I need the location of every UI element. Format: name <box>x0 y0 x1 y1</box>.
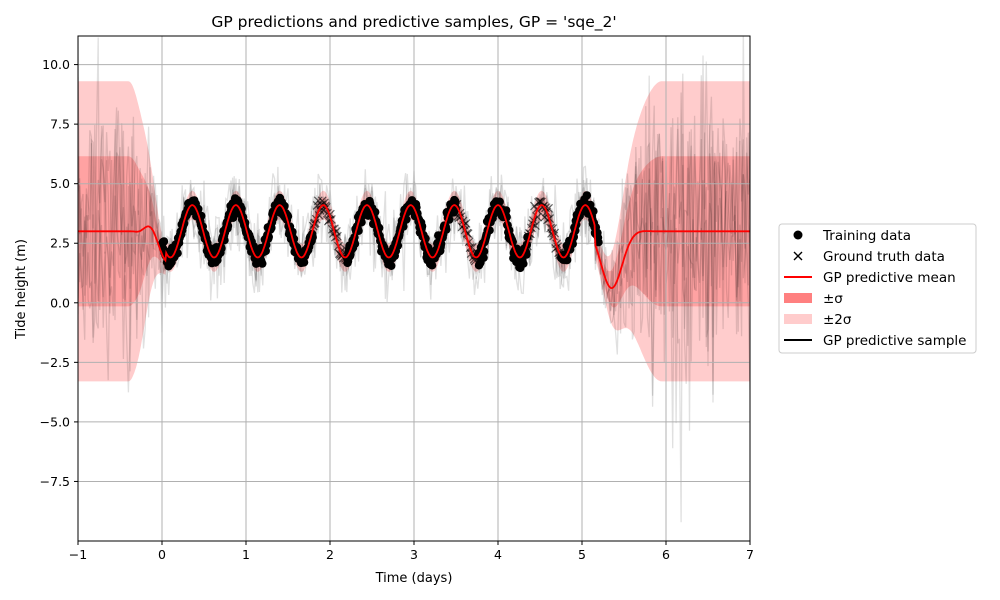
y-tick-label: 7.5 <box>50 117 70 132</box>
plot-area <box>78 36 750 541</box>
ground-truth-point <box>313 196 323 206</box>
y-tick-label: −5.0 <box>40 414 70 429</box>
training-point <box>258 259 267 268</box>
legend-marker <box>784 293 812 303</box>
x-tick-label: 7 <box>746 547 754 562</box>
x-axis: −1 0 1 2 3 4 5 6 7 <box>69 541 754 562</box>
training-point <box>479 253 488 262</box>
x-tick-label: 1 <box>242 547 250 562</box>
x-tick-label: 5 <box>578 547 586 562</box>
mean-group <box>78 204 750 290</box>
training-point <box>299 258 309 267</box>
grid <box>78 36 750 541</box>
legend-label: Ground truth data <box>823 249 945 265</box>
training-point <box>427 261 437 270</box>
x-tick-label: 6 <box>662 547 670 562</box>
y-axis-title: Tide height (m) <box>14 239 29 340</box>
legend-marker <box>793 251 803 261</box>
training-point <box>582 191 592 200</box>
y-tick-label: 5.0 <box>50 176 70 191</box>
training-point <box>159 237 169 246</box>
training-point <box>594 238 603 247</box>
sigma-band-group <box>78 156 750 308</box>
legend-label: ±σ <box>823 291 843 307</box>
x-axis-title: Time (days) <box>375 571 453 586</box>
x-tick-label: 4 <box>494 547 502 562</box>
y-tick-label: 0.0 <box>50 295 70 310</box>
x-tick-label: 2 <box>326 547 334 562</box>
chart-title: GP predictions and predictive samples, G… <box>211 13 616 32</box>
x-tick-label: −1 <box>69 547 87 562</box>
legend-label: GP predictive sample <box>823 333 966 349</box>
legend: Training data Ground truth data GP predict… <box>778 223 977 354</box>
y-tick-label: 2.5 <box>50 236 70 251</box>
legend-label: GP predictive mean <box>823 270 956 286</box>
legend-items: Training data Ground truth data GP predict… <box>784 228 966 349</box>
legend-marker <box>793 230 803 240</box>
training-point <box>495 197 504 206</box>
legend-label: ±2σ <box>823 312 852 328</box>
sigma-band <box>78 156 750 308</box>
training-point <box>519 259 528 268</box>
y-tick-label: −7.5 <box>40 474 70 489</box>
training-point <box>237 204 246 213</box>
ground-truth-point <box>452 199 462 209</box>
training-point <box>387 261 396 270</box>
ground-truth-point <box>471 250 481 260</box>
ground-truth-point <box>340 243 349 253</box>
legend-box <box>778 223 977 354</box>
legend-marker <box>784 314 812 324</box>
legend-label: Training data <box>822 228 911 244</box>
predictive-mean-line <box>78 204 750 290</box>
y-tick-label: −2.5 <box>40 355 70 370</box>
x-tick-label: 0 <box>158 547 166 562</box>
y-axis: 10.0 7.5 5.0 2.5 0.0 −2.5 −5.0 −7.5 <box>40 57 78 489</box>
two-sigma-band-group <box>78 81 750 382</box>
x-tick-label: 3 <box>410 547 418 562</box>
y-tick-label: 10.0 <box>42 57 70 72</box>
two-sigma-band <box>78 81 750 382</box>
